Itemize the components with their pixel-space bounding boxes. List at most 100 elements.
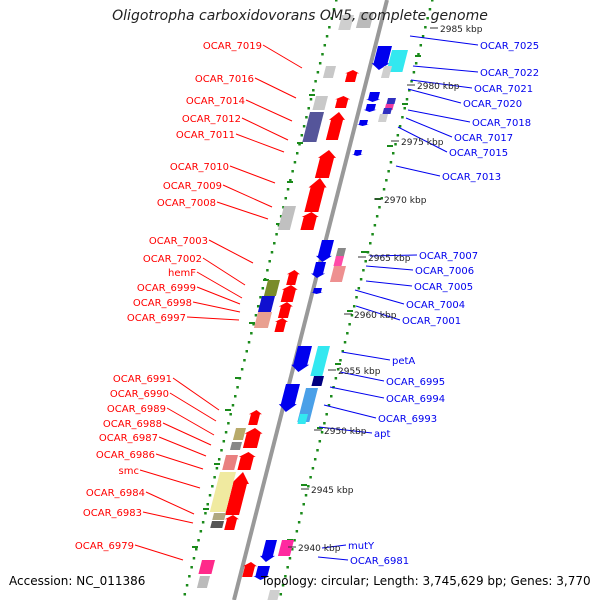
kbp-marker-label: 2950 kbp <box>324 427 367 437</box>
forward-gene-arrow <box>325 112 346 140</box>
right-tick-mark <box>426 17 429 20</box>
left-tick-mark <box>279 215 283 218</box>
right-tick-mark <box>391 152 395 155</box>
left-label-leader <box>241 117 289 141</box>
label-leaders <box>134 35 479 561</box>
left-tick-mark <box>312 89 315 92</box>
genome-summary: Topology: circular; Length: 3,745,629 bp… <box>261 574 591 588</box>
left-label-leader <box>145 491 195 515</box>
gene-block <box>257 296 275 312</box>
gene-label-right: OCAR_7020 <box>463 99 522 110</box>
right-label-leader <box>323 404 377 419</box>
gene-label-left: smc <box>119 466 139 477</box>
gene-label-left: OCAR_7009 <box>163 181 222 192</box>
left-tick-mark <box>300 134 304 137</box>
forward-gene-arrow <box>225 472 249 515</box>
gene-label-left: OCAR_6988 <box>103 419 162 430</box>
left-label-leader <box>142 511 194 524</box>
forward-gene-arrow <box>334 96 351 108</box>
right-tick-mark <box>302 503 305 506</box>
gene-block <box>212 513 226 520</box>
gene-label-right: OCAR_7013 <box>442 172 501 183</box>
right-tick-mark <box>293 539 296 542</box>
forward-gene-arrow <box>248 410 262 425</box>
right-tick-mark <box>355 296 358 299</box>
left-tick-mark <box>321 53 324 56</box>
left-tick-mark <box>190 566 193 569</box>
right-tick-mark <box>327 404 331 407</box>
gene-label-left: OCAR_7002 <box>143 254 202 265</box>
left-tick-mark <box>215 467 219 470</box>
left-label-leader <box>229 165 276 184</box>
right-label-leader <box>395 165 441 177</box>
forward-gene-arrow <box>304 178 327 212</box>
right-tick-mark <box>323 422 326 425</box>
reverse-gene-arrow <box>253 566 270 580</box>
forward-gene-arrow <box>274 318 289 332</box>
gene-label-right: OCAR_7021 <box>474 84 533 95</box>
right-tick-mark <box>316 449 319 452</box>
gene-label-left: OCAR_6983 <box>83 508 142 519</box>
right-tick-mark <box>394 143 397 146</box>
left-tick-mark <box>284 197 288 200</box>
gene-block <box>380 66 392 78</box>
right-label-leader <box>355 305 401 321</box>
right-tick-mark <box>330 395 333 398</box>
reverse-gene-arrow <box>366 92 381 102</box>
left-tick-mark <box>318 62 322 65</box>
tick-tracks <box>183 0 434 596</box>
right-tick-mark <box>313 458 317 461</box>
left-tick-mark <box>229 413 232 416</box>
right-label-leader <box>410 79 473 89</box>
left-label-leader <box>139 469 201 489</box>
left-label-leader <box>162 422 212 446</box>
reverse-gene-arrow <box>311 262 326 278</box>
right-tick-mark <box>357 287 361 290</box>
left-tick-mark <box>236 386 239 389</box>
right-tick-mark <box>284 575 287 578</box>
right-tick-mark <box>378 206 381 209</box>
forward-gene-arrow <box>237 452 256 470</box>
kbp-marker-label: 2985 kbp <box>440 25 483 35</box>
left-tick-mark <box>211 485 214 488</box>
gene-label-right: OCAR_7001 <box>402 316 461 327</box>
gene-label-left: OCAR_7012 <box>182 114 241 125</box>
right-tick-mark <box>325 413 328 416</box>
right-label-leader <box>407 109 471 123</box>
left-tick-mark <box>314 80 317 83</box>
left-tick-mark <box>259 296 262 299</box>
left-label-leader <box>169 392 217 422</box>
left-tick-mark <box>316 71 320 74</box>
left-tick-mark <box>243 359 246 362</box>
left-tick-mark <box>254 314 258 317</box>
gene-label-right: OCAR_7022 <box>480 68 539 79</box>
right-label-leader <box>321 544 347 549</box>
gene-label-right: petA <box>392 356 415 367</box>
right-label-leader <box>405 117 453 138</box>
left-tick-mark <box>293 161 297 164</box>
left-tick-mark <box>188 575 191 578</box>
left-tick-mark <box>282 206 285 209</box>
right-tick-mark <box>307 485 310 488</box>
gene-block <box>209 472 236 512</box>
right-tick-mark <box>343 341 347 344</box>
gene-label-left: OCAR_6990 <box>110 389 169 400</box>
right-tick-mark <box>295 530 299 533</box>
left-label-leader <box>196 271 243 299</box>
gene-label-left: OCAR_6997 <box>127 313 186 324</box>
right-tick-mark <box>348 323 351 326</box>
forward-gene-arrow <box>314 150 337 178</box>
gene-label-right: apt <box>374 429 390 440</box>
gene-label-left: OCAR_7014 <box>186 96 245 107</box>
right-tick-mark <box>414 62 418 65</box>
left-tick-mark <box>222 440 226 443</box>
left-tick-mark <box>307 107 310 110</box>
right-tick-mark <box>291 548 294 551</box>
gene-block <box>338 15 354 30</box>
left-tick-mark <box>298 143 301 146</box>
left-label-leader <box>196 286 241 305</box>
gene-label-left: OCAR_7008 <box>157 198 216 209</box>
gene-label-left: OCAR_6987 <box>99 433 158 444</box>
gene-block <box>198 560 215 574</box>
right-tick-mark <box>401 116 404 119</box>
